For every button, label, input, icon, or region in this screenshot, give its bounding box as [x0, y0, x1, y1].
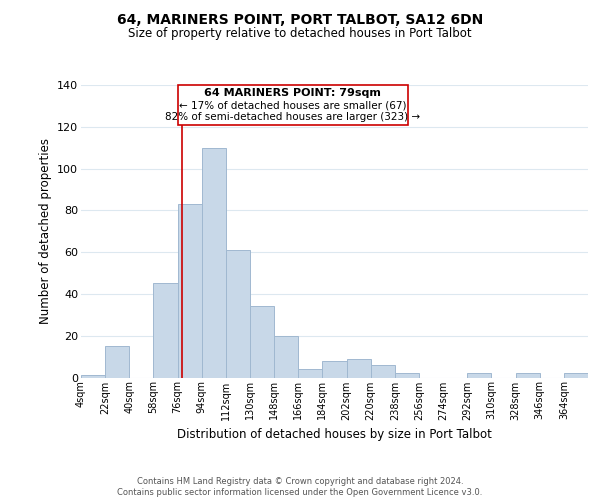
Y-axis label: Number of detached properties: Number of detached properties [38, 138, 52, 324]
Text: 82% of semi-detached houses are larger (323) →: 82% of semi-detached houses are larger (… [166, 112, 421, 122]
X-axis label: Distribution of detached houses by size in Port Talbot: Distribution of detached houses by size … [177, 428, 492, 441]
Bar [322, 361, 347, 378]
Bar [298, 369, 322, 378]
Text: Size of property relative to detached houses in Port Talbot: Size of property relative to detached ho… [128, 28, 472, 40]
Text: Contains public sector information licensed under the Open Government Licence v3: Contains public sector information licen… [118, 488, 482, 497]
Bar [347, 358, 371, 378]
Bar [467, 374, 491, 378]
Bar [515, 374, 540, 378]
Bar [395, 374, 419, 378]
Bar [105, 346, 129, 378]
Bar [274, 336, 298, 378]
Text: 64 MARINERS POINT: 79sqm: 64 MARINERS POINT: 79sqm [205, 88, 382, 98]
Bar [250, 306, 274, 378]
Bar [154, 284, 178, 378]
Bar [226, 250, 250, 378]
FancyBboxPatch shape [178, 85, 408, 124]
Text: ← 17% of detached houses are smaller (67): ← 17% of detached houses are smaller (67… [179, 100, 407, 110]
Bar [81, 376, 105, 378]
Text: 64, MARINERS POINT, PORT TALBOT, SA12 6DN: 64, MARINERS POINT, PORT TALBOT, SA12 6D… [117, 12, 483, 26]
Bar [564, 374, 588, 378]
Text: Contains HM Land Registry data © Crown copyright and database right 2024.: Contains HM Land Registry data © Crown c… [137, 476, 463, 486]
Bar [178, 204, 202, 378]
Bar [202, 148, 226, 378]
Bar [371, 365, 395, 378]
